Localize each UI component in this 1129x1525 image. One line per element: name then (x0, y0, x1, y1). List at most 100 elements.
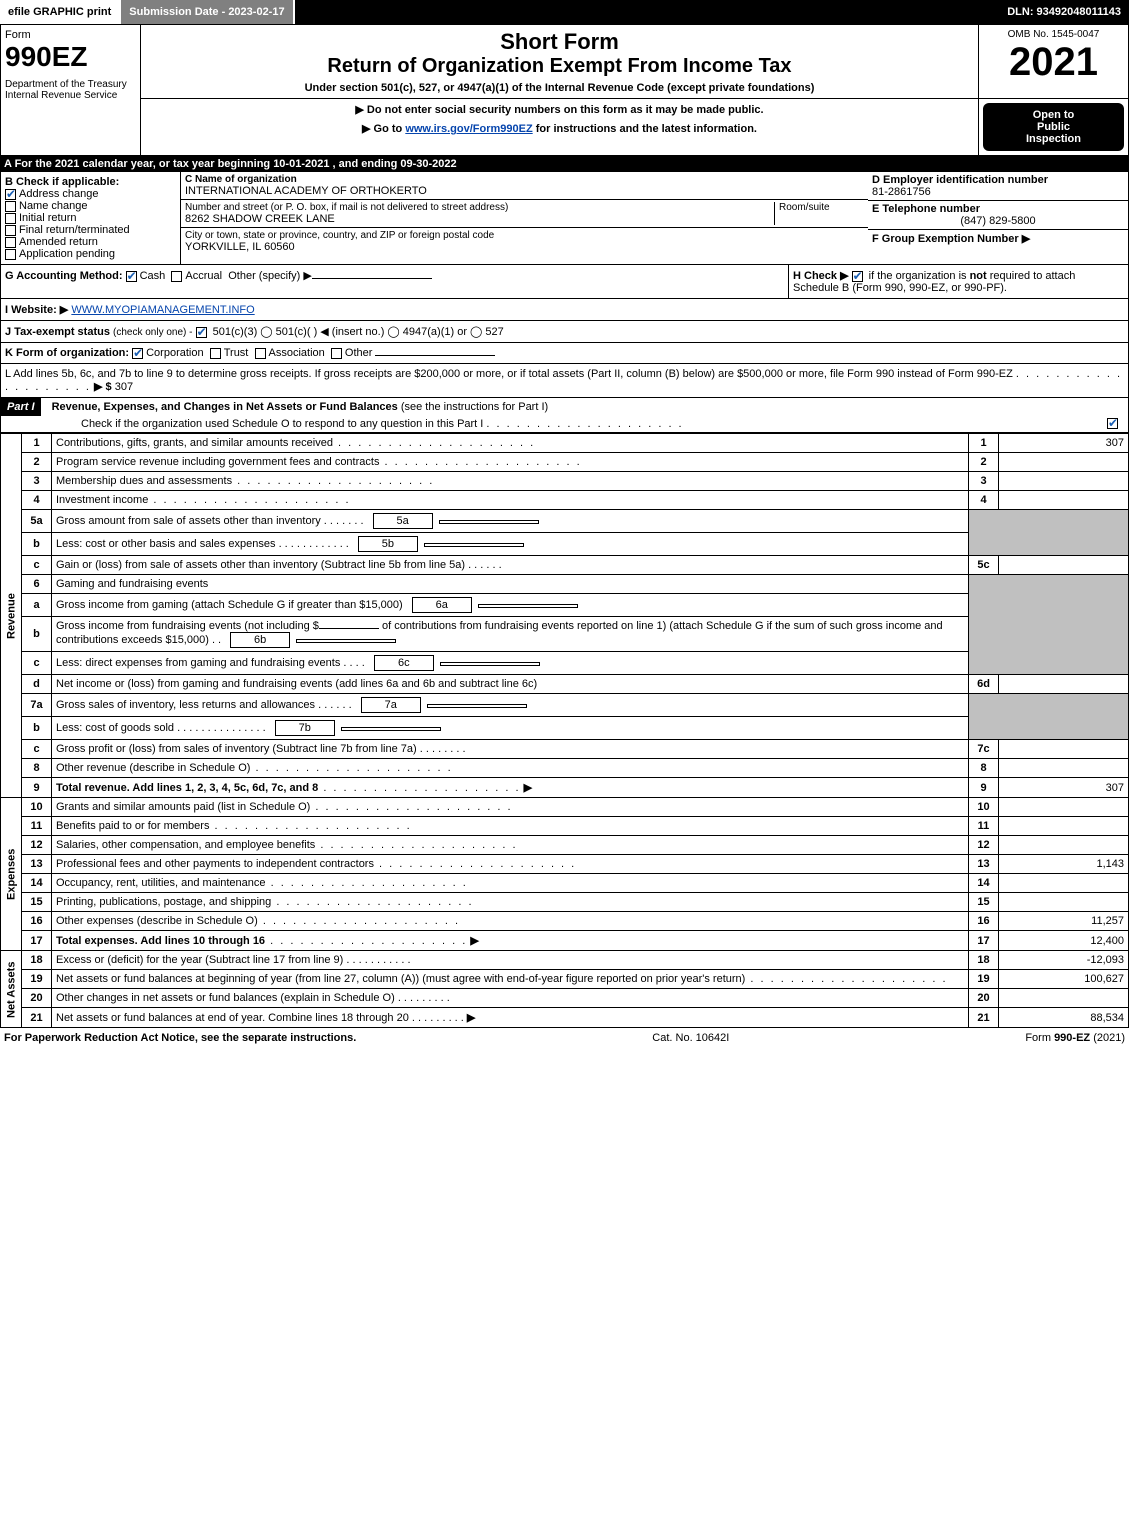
goto-suffix: for instructions and the latest informat… (533, 123, 757, 135)
ln8-box: 8 (969, 759, 999, 778)
ln15-text: Printing, publications, postage, and shi… (56, 896, 271, 908)
g-accrual: Accrual (185, 270, 222, 282)
ln5a-ibox: 5a (373, 513, 433, 529)
g-h-row: G Accounting Method: Cash Accrual Other … (0, 265, 1129, 299)
ln1-num: 1 (22, 434, 52, 453)
j-opts: 501(c)(3) ◯ 501(c)( ) ◀ (insert no.) ◯ 4… (213, 326, 504, 338)
part1-badge: Part I (1, 398, 41, 416)
ln6-text: Gaming and fundraising events (52, 575, 969, 594)
h-text1: if the organization is (869, 270, 970, 282)
check-501c3-icon[interactable] (196, 327, 207, 338)
ln14-num: 14 (22, 874, 52, 893)
check-other-icon[interactable] (331, 348, 342, 359)
g-label: G Accounting Method: (5, 270, 123, 282)
b-item-4[interactable]: Amended return (5, 236, 176, 248)
ln4-text: Investment income (56, 494, 148, 506)
ln6d-text: Net income or (loss) from gaming and fun… (52, 675, 969, 694)
ln17-val: 12,400 (999, 931, 1129, 951)
ln4-val (999, 491, 1129, 510)
check-name-icon[interactable] (5, 201, 16, 212)
b-opt-4: Amended return (19, 236, 98, 248)
ln21-val: 88,534 (999, 1008, 1129, 1028)
ln21-num: 21 (22, 1008, 52, 1028)
ln16-val: 11,257 (999, 912, 1129, 931)
b-item-0[interactable]: Address change (5, 188, 176, 200)
ln10-val (999, 798, 1129, 817)
ln20-num: 20 (22, 989, 52, 1008)
b-item-2[interactable]: Initial return (5, 212, 176, 224)
check-pending-icon[interactable] (5, 249, 16, 260)
check-trust-icon[interactable] (210, 348, 221, 359)
k-label: K Form of organization: (5, 347, 129, 359)
ln16-text: Other expenses (describe in Schedule O) (56, 915, 258, 927)
k-other: Other (345, 347, 373, 359)
check-address-icon[interactable] (5, 189, 16, 200)
org-name: INTERNATIONAL ACADEMY OF ORTHOKERTO (185, 185, 864, 197)
check-schedo-icon[interactable] (1107, 418, 1118, 429)
open-line3: Inspection (989, 133, 1118, 145)
b-item-1[interactable]: Name change (5, 200, 176, 212)
ln2-box: 2 (969, 453, 999, 472)
under-section: Under section 501(c), 527, or 4947(a)(1)… (145, 82, 974, 94)
ln21-box: 21 (969, 1008, 999, 1028)
g-other: Other (specify) ▶ (228, 270, 312, 282)
ln5c-text: Gain or (loss) from sale of assets other… (56, 559, 465, 571)
ln9-box: 9 (969, 778, 999, 798)
ln12-text: Salaries, other compensation, and employ… (56, 839, 315, 851)
check-corp-icon[interactable] (132, 348, 143, 359)
l-row: L Add lines 5b, 6c, and 7b to line 9 to … (0, 364, 1129, 398)
check-initial-icon[interactable] (5, 213, 16, 224)
open-public-badge: Open to Public Inspection (983, 103, 1124, 151)
j-small: (check only one) - (113, 327, 192, 338)
website-link[interactable]: WWW.MYOPIAMANAGEMENT.INFO (71, 304, 254, 316)
ln7b-text: Less: cost of goods sold (56, 722, 174, 734)
c-city-label: City or town, state or province, country… (185, 230, 864, 241)
ln3-text: Membership dues and assessments (56, 475, 232, 487)
h-label: H Check ▶ (793, 270, 849, 282)
part1-instr: (see the instructions for Part I) (401, 401, 548, 413)
b-opt-1: Name change (19, 200, 88, 212)
ln7a-num: 7a (22, 694, 52, 717)
irs-label: Internal Revenue Service (5, 90, 136, 101)
ln6c-text: Less: direct expenses from gaming and fu… (56, 657, 340, 669)
ln1-text: Contributions, gifts, grants, and simila… (56, 437, 333, 449)
ln7c-text: Gross profit or (loss) from sales of inv… (56, 743, 417, 755)
b-opt-3: Final return/terminated (19, 224, 130, 236)
ln14-text: Occupancy, rent, utilities, and maintena… (56, 877, 266, 889)
ln15-box: 15 (969, 893, 999, 912)
ln5a-text: Gross amount from sale of assets other t… (56, 515, 321, 527)
irs-link[interactable]: www.irs.gov/Form990EZ (405, 123, 532, 135)
ln6b-text: Gross income from fundraising events (no… (56, 620, 319, 632)
room-label: Room/suite (774, 202, 864, 225)
ln16-box: 16 (969, 912, 999, 931)
check-amended-icon[interactable] (5, 237, 16, 248)
ln15-num: 15 (22, 893, 52, 912)
check-assoc-icon[interactable] (255, 348, 266, 359)
ln18-box: 18 (969, 951, 999, 970)
b-opt-0: Address change (19, 188, 99, 200)
ln5b-ibox: 5b (358, 536, 418, 552)
ln3-box: 3 (969, 472, 999, 491)
b-label: B Check if applicable: (5, 176, 176, 188)
b-item-3[interactable]: Final return/terminated (5, 224, 176, 236)
ln4-box: 4 (969, 491, 999, 510)
check-final-icon[interactable] (5, 225, 16, 236)
tax-year: 2021 (983, 40, 1124, 85)
omb-number: OMB No. 1545-0047 (983, 29, 1124, 40)
cat-no: Cat. No. 10642I (652, 1032, 729, 1044)
ln1-box: 1 (969, 434, 999, 453)
b-item-5[interactable]: Application pending (5, 248, 176, 260)
g-cash: Cash (140, 270, 166, 282)
check-accrual-icon[interactable] (171, 271, 182, 282)
check-cash-icon[interactable] (126, 271, 137, 282)
ln6c-num: c (22, 652, 52, 675)
ln19-num: 19 (22, 970, 52, 989)
ln11-text: Benefits paid to or for members (56, 820, 209, 832)
ln10-text: Grants and similar amounts paid (list in… (56, 801, 310, 813)
ln1-val: 307 (999, 434, 1129, 453)
short-form-title: Short Form (145, 29, 974, 55)
check-h-icon[interactable] (852, 271, 863, 282)
f-label: F Group Exemption Number ▶ (872, 232, 1124, 245)
ln6b-ibox: 6b (230, 632, 290, 648)
efile-label[interactable]: efile GRAPHIC print (0, 0, 121, 24)
